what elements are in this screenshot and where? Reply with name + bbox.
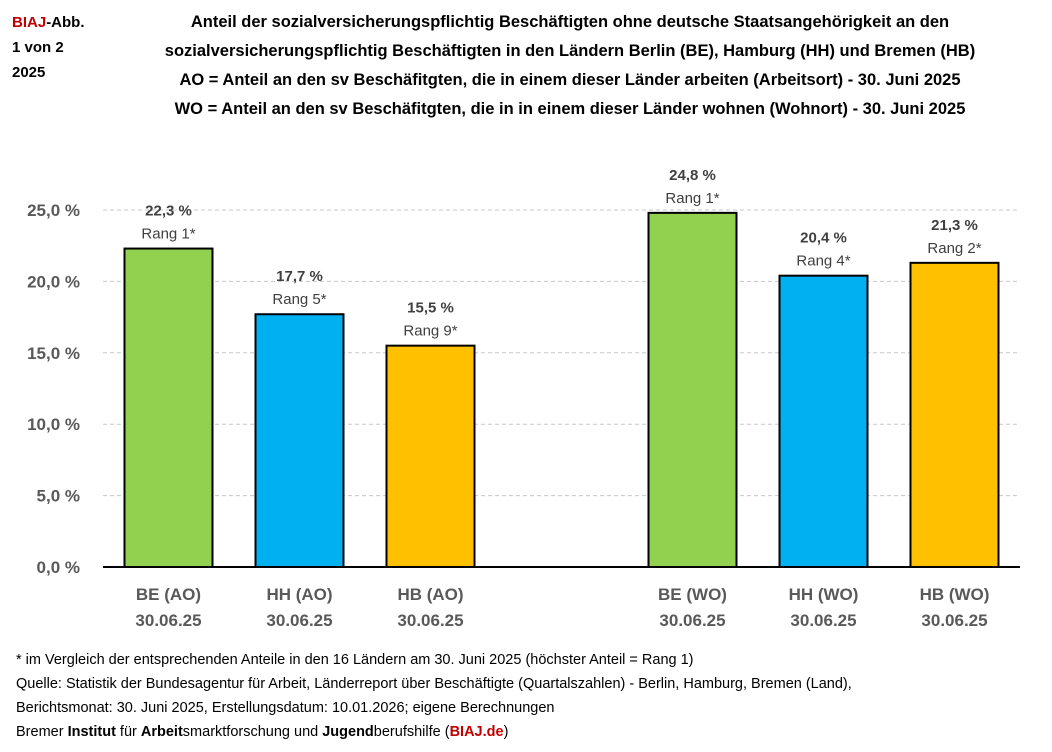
x-tick-date: 30.06.25 <box>790 611 856 630</box>
title-line-2: sozialversicherungspflichtig Beschäftigt… <box>164 42 976 60</box>
x-tick-label: HB (WO) <box>920 585 990 604</box>
title-line-4: WO = Anteil an den sv Beschäfitgten, die… <box>174 100 966 118</box>
rank-label: Rang 9* <box>403 323 457 340</box>
title-line-1: Anteil der sozialversicherungspflichtig … <box>190 13 950 31</box>
organization: Bremer Institut für Arbeitsmarktforschun… <box>16 724 509 740</box>
x-tick-label: HB (AO) <box>397 585 463 604</box>
data-label: 20,4 % <box>800 230 847 247</box>
y-tick-label: 20,0 % <box>27 272 80 291</box>
x-tick-label: BE (AO) <box>136 585 201 604</box>
y-tick-label: 10,0 % <box>27 415 80 434</box>
x-tick-date: 30.06.25 <box>397 611 463 630</box>
rank-label: Rang 1* <box>141 226 195 243</box>
x-tick-date: 30.06.25 <box>266 611 332 630</box>
y-tick-label: 25,0 % <box>27 201 80 220</box>
biaj-link[interactable]: BIAJ.de <box>449 724 504 740</box>
brand: BIAJ <box>12 14 47 31</box>
bar <box>909 261 1000 568</box>
data-label: 24,8 % <box>669 167 716 184</box>
x-tick-date: 30.06.25 <box>659 611 725 630</box>
rank-label: Rang 2* <box>927 240 981 257</box>
rank-label: Rang 4* <box>796 253 850 270</box>
rank-label: Rang 1* <box>665 190 719 207</box>
rank-label: Rang 5* <box>272 291 326 308</box>
data-label: 21,3 % <box>931 217 978 234</box>
figure-year: 2025 <box>12 64 46 81</box>
figure-number: 1 von 2 <box>12 39 64 56</box>
data-label: 22,3 % <box>145 203 192 220</box>
figure-label-suffix: -Abb. <box>46 14 85 31</box>
y-tick-label: 15,0 % <box>27 344 80 363</box>
data-label: 17,7 % <box>276 268 323 285</box>
bar <box>647 211 738 569</box>
source-line-1: Quelle: Statistik der Bundesagentur für … <box>16 676 852 692</box>
footnote: * im Vergleich der entsprechenden Anteil… <box>16 652 694 668</box>
x-tick-label: BE (WO) <box>658 585 727 604</box>
bar <box>778 274 869 568</box>
y-tick-label: 5,0 % <box>37 487 80 506</box>
y-tick-label: 0,0 % <box>37 558 80 577</box>
x-tick-label: HH (AO) <box>266 585 332 604</box>
chart-title: Anteil der sozialversicherungspflichtig … <box>100 8 1040 124</box>
footer: * im Vergleich der entsprechenden Anteil… <box>16 648 852 744</box>
bar <box>385 344 476 568</box>
data-label: 15,5 % <box>407 300 454 317</box>
source-line-2: Berichtsmonat: 30. Juni 2025, Erstellung… <box>16 700 555 716</box>
bar <box>123 247 214 568</box>
x-tick-date: 30.06.25 <box>921 611 987 630</box>
x-tick-date: 30.06.25 <box>135 611 201 630</box>
x-tick-label: HH (WO) <box>789 585 859 604</box>
bar <box>254 313 345 568</box>
title-line-3: AO = Anteil an den sv Beschäfitgten, die… <box>179 71 961 89</box>
figure-label: BIAJ-Abb. 1 von 2 2025 <box>12 10 85 85</box>
